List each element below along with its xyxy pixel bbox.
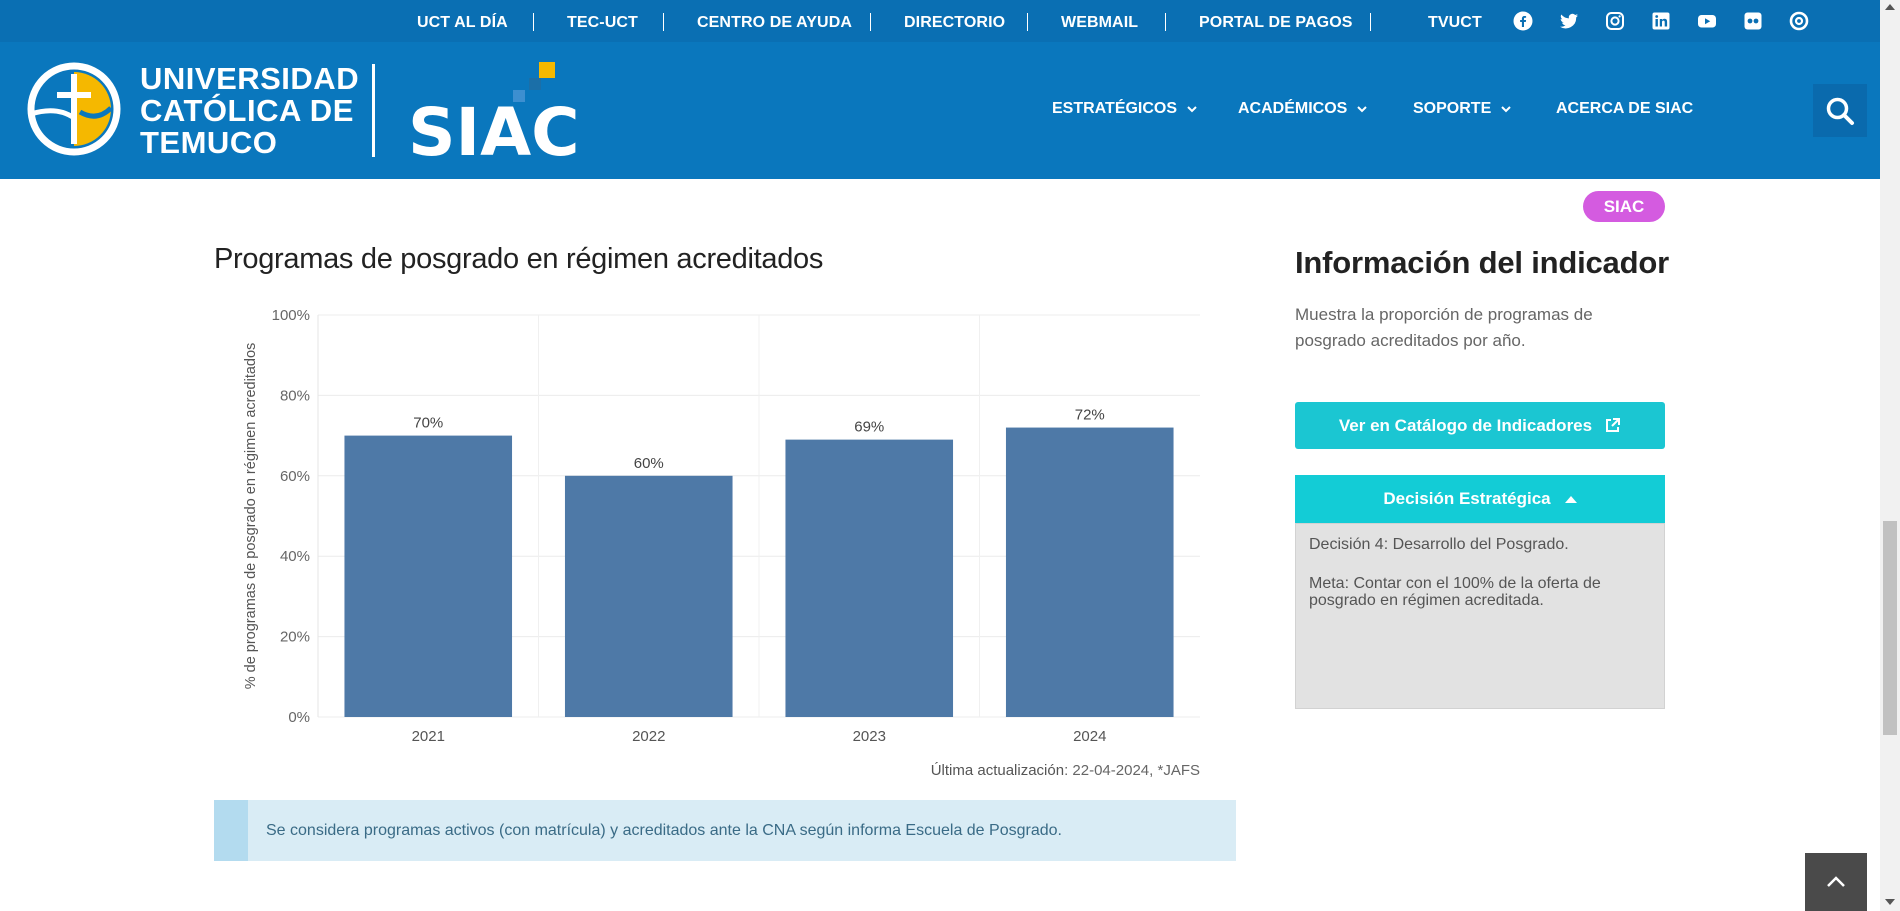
y-tick-label: 0% [288, 709, 310, 726]
indicator-description: Muestra la proporción de programas de po… [1295, 305, 1593, 350]
scrollbar-thumb[interactable] [1883, 521, 1897, 735]
siac-logo-text: SIAC [408, 94, 580, 160]
chevron-up-icon [1827, 876, 1845, 887]
separator [870, 13, 871, 31]
last-update-label: Última actualización [930, 762, 1065, 779]
bar-value-label: 60% [634, 455, 664, 472]
chevron-down-icon [1357, 105, 1368, 112]
link-tvuct[interactable]: TVUCT [1428, 14, 1482, 31]
catalog-button[interactable]: Ver en Catálogo de Indicadores [1295, 402, 1665, 449]
issuu-icon[interactable] [1789, 11, 1809, 31]
link-portal-de-pagos[interactable]: PORTAL DE PAGOS [1199, 14, 1353, 31]
goal-text: Meta: Contar con el 100% de la oferta de… [1309, 575, 1601, 609]
x-tick-label: 2022 [632, 728, 665, 745]
logo-divider [372, 64, 375, 157]
indicator-info-title: Información del indicador [1295, 245, 1669, 280]
nav-acerca-de-siac[interactable]: ACERCA DE SIAC [1556, 100, 1693, 118]
twitter-icon[interactable] [1559, 11, 1579, 31]
page-title: Programas de posgrado en régimen acredit… [214, 243, 824, 275]
separator [1370, 13, 1371, 31]
nav-academicos[interactable]: ACADÉMICOS [1238, 100, 1368, 118]
last-update-value: : 22-04-2024, *JAFS [1064, 762, 1200, 779]
nav-label: SOPORTE [1413, 100, 1492, 117]
siac-badge: SIAC [1583, 191, 1665, 222]
bar [785, 439, 954, 717]
catalog-button-label: Ver en Catálogo de Indicadores [1338, 415, 1593, 435]
accordion-title: Decisión Estratégica [1383, 489, 1551, 508]
link-uct-al-dia[interactable]: UCT AL DÍA [417, 14, 508, 31]
nav-label: ESTRATÉGICOS [1052, 100, 1178, 117]
x-tick-label: 2021 [412, 728, 445, 745]
chevron-down-icon [1187, 105, 1197, 112]
bar [344, 435, 513, 717]
bar-chart: 0% 20% 40% 60% 80% 100% % de programas de posg… [243, 307, 1200, 745]
separator [1027, 13, 1028, 31]
separator [1165, 13, 1166, 31]
siac-logo[interactable]: SIAC [408, 60, 584, 160]
bar-value-label: 72% [1075, 407, 1105, 424]
scroll-up-arrow-icon[interactable] [1885, 4, 1895, 10]
flickr-icon[interactable] [1743, 11, 1763, 31]
last-update: Última actualización: 22-04-2024, *JAFS [900, 762, 1200, 779]
bar [1005, 427, 1174, 717]
strategic-decision-panel: Decisión 4: Desarrollo del Posgrado. Met… [1295, 523, 1665, 709]
search-icon [1826, 97, 1854, 125]
youtube-icon[interactable] [1697, 11, 1717, 31]
university-name-line: CATÓLICA DE [140, 93, 354, 128]
separator [533, 13, 534, 31]
page-scrollbar[interactable] [1880, 0, 1900, 911]
link-directorio[interactable]: DIRECTORIO [904, 14, 1006, 31]
link-webmail[interactable]: WEBMAIL [1061, 14, 1139, 31]
facebook-icon[interactable] [1513, 11, 1533, 31]
nav-label: ACERCA DE SIAC [1556, 100, 1694, 117]
bar-value-label: 70% [413, 415, 443, 432]
back-to-top-button[interactable] [1805, 853, 1867, 911]
note-text: Se considera programas activos (con matr… [266, 822, 1062, 839]
search-button[interactable] [1813, 84, 1867, 137]
nav-soporte[interactable]: SOPORTE [1413, 100, 1511, 118]
university-name-line: TEMUCO [140, 125, 278, 160]
y-tick-label: 60% [280, 468, 310, 485]
y-tick-label: 100% [272, 307, 310, 324]
caret-up-icon [1564, 495, 1577, 503]
external-link-icon [1606, 418, 1621, 432]
note-box [214, 800, 1236, 861]
uct-logo-icon[interactable] [27, 62, 121, 156]
decision-text: Decisión 4: Desarrollo del Posgrado. [1309, 536, 1569, 553]
university-name-line: UNIVERSIDAD [140, 61, 360, 96]
link-centro-de-ayuda[interactable]: CENTRO DE AYUDA [697, 14, 852, 31]
y-axis-label: % de programas de posgrado en régimen ac… [243, 343, 259, 690]
scroll-down-arrow-icon[interactable] [1885, 899, 1895, 905]
y-tick-label: 20% [280, 629, 310, 646]
x-tick-label: 2023 [853, 728, 886, 745]
linkedin-icon[interactable] [1651, 11, 1671, 31]
chevron-down-icon [1501, 105, 1511, 112]
main-header [0, 42, 1880, 179]
strategic-decision-accordion-toggle[interactable]: Decisión Estratégica [1295, 475, 1665, 523]
link-tec-uct[interactable]: TEC-UCT [567, 14, 638, 31]
instagram-icon[interactable] [1605, 11, 1625, 31]
top-utility-bar: UCT AL DÍA TEC-UCT CENTRO DE AYUDA DIREC… [0, 0, 1880, 42]
x-tick-label: 2024 [1073, 728, 1106, 745]
university-name[interactable]: UNIVERSIDAD CATÓLICA DE TEMUCO [140, 63, 359, 159]
nav-estrategicos[interactable]: ESTRATÉGICOS [1052, 100, 1197, 118]
note-accent [214, 800, 248, 861]
y-tick-label: 40% [280, 548, 310, 565]
bar-value-label: 69% [854, 419, 884, 436]
bar [564, 475, 733, 717]
nav-label: ACADÉMICOS [1238, 100, 1348, 117]
separator [663, 13, 664, 31]
y-tick-label: 80% [280, 387, 310, 404]
